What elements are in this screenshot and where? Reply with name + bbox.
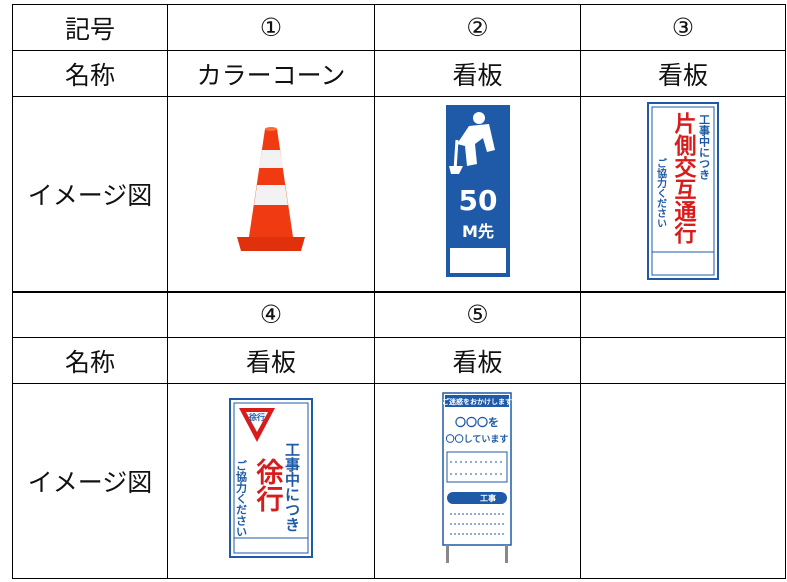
sign-text: ご協力ください	[655, 157, 667, 228]
cell: 名称	[12, 337, 168, 384]
sign-text: 〇〇しています	[445, 433, 508, 445]
document: 記号 ① ② ③ 名称 カラーコーン 看板 看板 イメージ図	[12, 4, 786, 581]
cell: ⑤	[374, 290, 581, 338]
row: 名称 看板 看板	[12, 337, 786, 384]
image-cell	[167, 96, 375, 292]
sign-image: 徐行 工事中につき 徐行 ご協力ください	[229, 398, 313, 558]
sign-text: M先	[462, 222, 494, 241]
cell: 看板	[167, 337, 375, 384]
row: イメージ図 徐行 工事中につき 徐行 ご協力ください ご迷惑をおかけします 〇〇…	[12, 383, 786, 579]
sign-text: 工事中につき	[283, 442, 301, 532]
sign-text: 〇〇〇を	[455, 415, 499, 429]
cell: 記号	[12, 4, 168, 51]
sign-text: 徐行	[248, 412, 265, 422]
cell: 看板	[374, 337, 581, 384]
image-cell: 工事中につき 片側交互通行 ご協力ください	[580, 96, 786, 292]
cell: イメージ図	[12, 383, 168, 579]
sign-text: ご迷惑をおかけします	[442, 397, 512, 406]
cone-image	[237, 127, 305, 252]
cell: カラーコーン	[167, 50, 375, 97]
cell: ④	[167, 290, 375, 338]
sign-image: ご迷惑をおかけします 〇〇〇を 〇〇しています 工事	[442, 392, 512, 563]
sign-text: 徐行	[252, 458, 285, 512]
cell: イメージ図	[12, 96, 168, 292]
row: 記号 ① ② ③	[12, 4, 786, 51]
cell	[12, 290, 168, 338]
row: イメージ図 50 M先	[12, 96, 786, 292]
cell: ②	[374, 4, 581, 51]
sign-text: 工事	[480, 493, 496, 503]
sign-text: 50	[458, 184, 497, 217]
sign-image: 50 M先	[445, 104, 510, 277]
cell: ①	[167, 4, 375, 51]
sign-text: 片側交互通行	[671, 112, 698, 245]
cell: 看板	[374, 50, 581, 97]
cell: 看板	[580, 50, 786, 97]
row: ④ ⑤	[12, 290, 786, 338]
image-cell: 50 M先	[374, 96, 581, 292]
image-cell: ご迷惑をおかけします 〇〇〇を 〇〇しています 工事	[374, 383, 581, 579]
sign-text: ご協力ください	[235, 459, 248, 537]
row: 名称 カラーコーン 看板 看板	[12, 50, 786, 97]
cell	[580, 290, 786, 338]
sign-table: 記号 ① ② ③ 名称 カラーコーン 看板 看板 イメージ図	[12, 4, 786, 579]
cell	[580, 383, 786, 579]
image-cell: 徐行 工事中につき 徐行 ご協力ください	[167, 383, 375, 579]
cell: ③	[580, 4, 786, 51]
cell: 名称	[12, 50, 168, 97]
cell	[580, 337, 786, 384]
sign-image: 工事中につき 片側交互通行 ご協力ください	[647, 101, 719, 280]
sign-text: 工事中につき	[698, 113, 711, 180]
